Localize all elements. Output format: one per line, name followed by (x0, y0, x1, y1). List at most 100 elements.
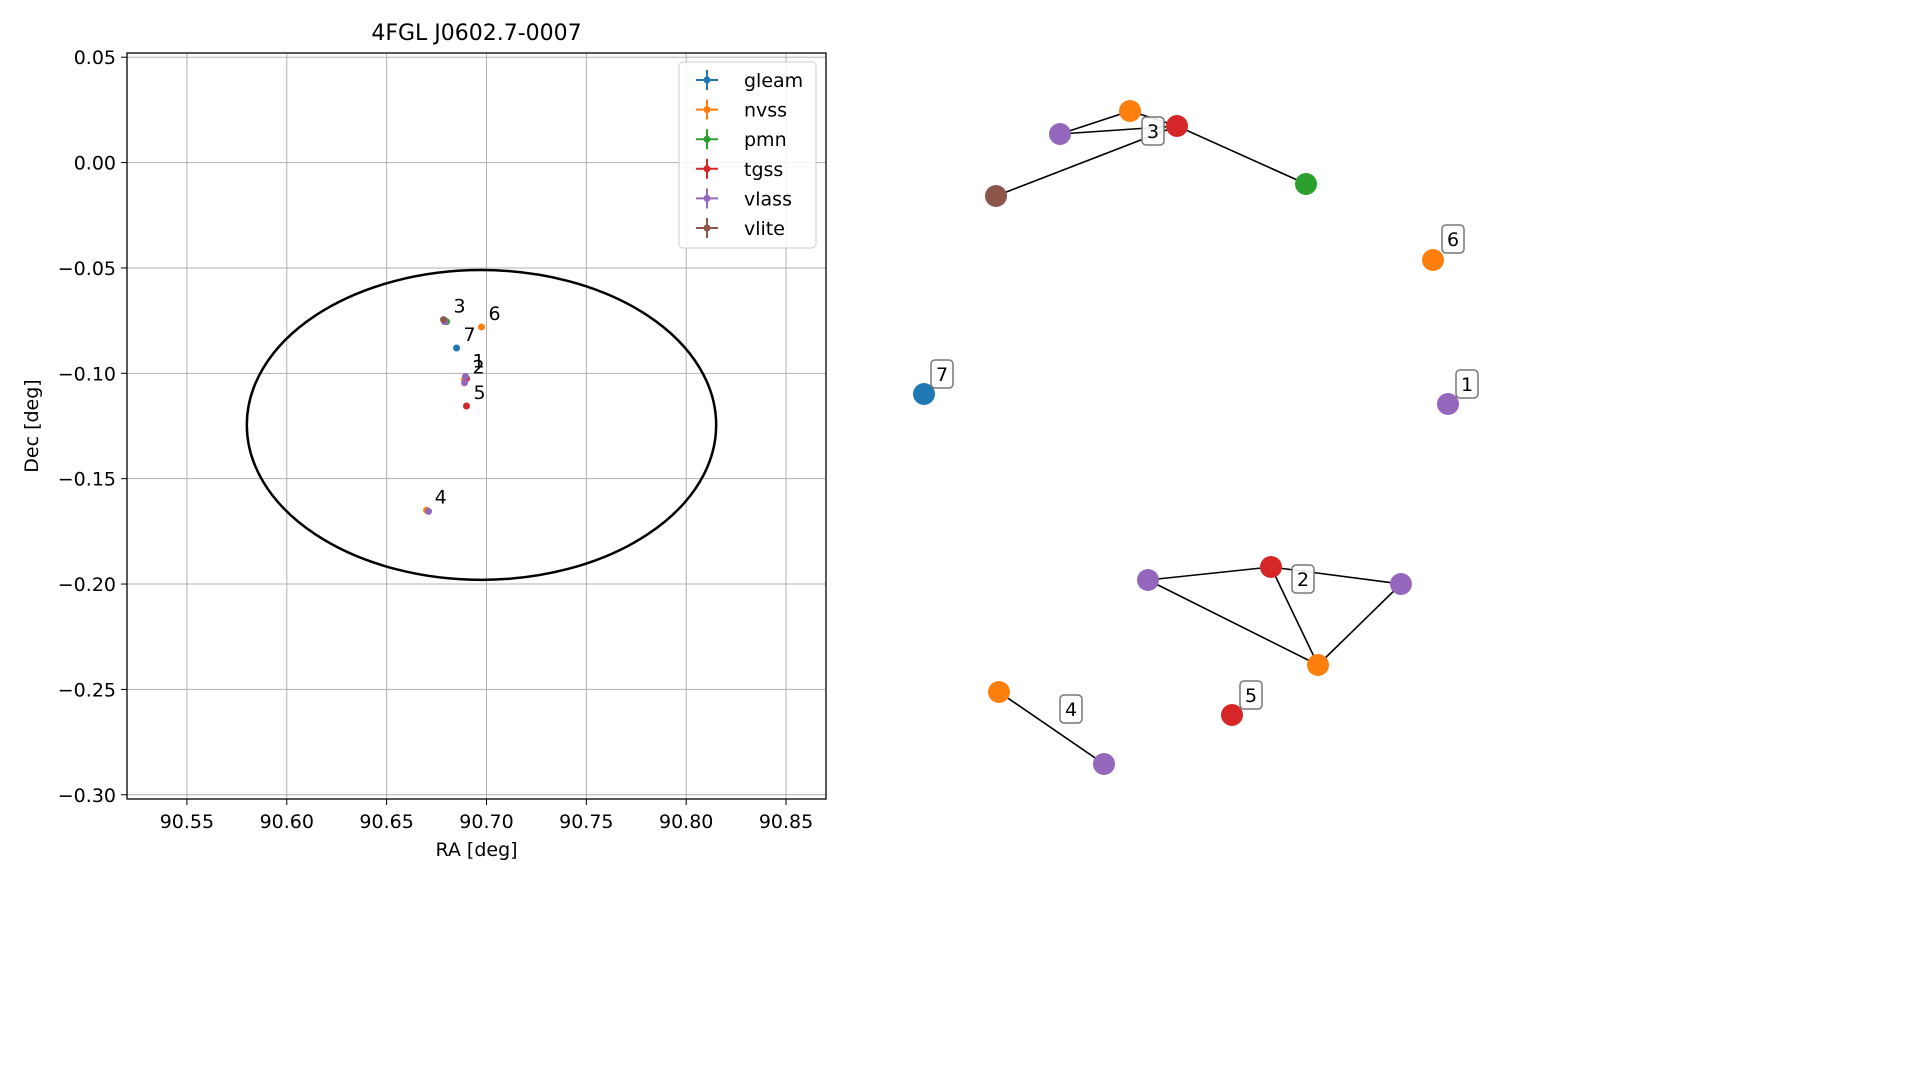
legend-entry-pmn: pmn (696, 129, 787, 151)
graph-label-text: 6 (1447, 229, 1459, 251)
legend-box (678, 61, 817, 249)
graph-node-nvss (988, 681, 1010, 703)
graph-labels: 3 6 7 1 2 5 4 (930, 116, 1479, 724)
legend-marker (703, 106, 711, 114)
x-tick-label: 90.65 (359, 811, 413, 833)
chart-title: 4FGL J0602.7-0007 (371, 21, 581, 46)
legend-marker (703, 135, 711, 143)
point-gleam (453, 344, 461, 352)
graph-label: 5 (1239, 680, 1263, 710)
x-axis-label: RA [deg] (435, 839, 517, 861)
graph-label-text: 3 (1147, 121, 1159, 143)
graph-node-tgss (1260, 556, 1282, 578)
graph-label-box (1141, 116, 1165, 146)
graph-node-vlass (1137, 569, 1159, 591)
legend-marker (703, 76, 711, 84)
legend-label: tgss (744, 159, 783, 181)
graph-label-box (1059, 694, 1083, 724)
graph-edge (1176, 125, 1307, 185)
legend-label: pmn (744, 129, 787, 151)
x-tick-label: 90.70 (459, 811, 513, 833)
legend: gleam nvss pmn tgss vlass vlite (678, 61, 817, 249)
legend-entry-gleam: gleam (696, 70, 803, 92)
graph-edge (1270, 566, 1319, 666)
legend-entry-nvss: nvss (696, 99, 787, 122)
plot-frame (126, 52, 827, 800)
legend-entry-tgss: tgss (696, 158, 783, 181)
graph-node-vlass (1390, 573, 1412, 595)
graph-label: 1 (1455, 369, 1479, 399)
y-tick-label: −0.30 (58, 785, 116, 807)
point-annotation: 7 (464, 324, 476, 346)
graph-nodes (913, 100, 1459, 775)
point-annotation: 2 (473, 357, 485, 379)
graph-node-pmn (1295, 173, 1317, 195)
graph-label-box (1455, 369, 1479, 399)
error-ellipse-layer (245, 268, 718, 582)
graph-label-box (930, 359, 954, 389)
graph-node-vlass (1437, 393, 1459, 415)
point-annotation: 6 (488, 303, 500, 325)
y-tick-label: −0.25 (58, 679, 116, 701)
data-points (423, 316, 485, 515)
point-vlass (425, 507, 433, 515)
graph-edge (1270, 566, 1402, 585)
y-tick-label: −0.20 (58, 574, 116, 596)
y-tick-label: −0.05 (58, 258, 116, 280)
graph-node-nvss (1422, 249, 1444, 271)
y-tick-label: −0.15 (58, 469, 116, 491)
axis-ticks: 90.55 90.60 90.65 90.70 90.75 90.80 90.85 0.05 0… (58, 47, 813, 833)
graph-node-tgss (1221, 704, 1243, 726)
graph-node-tgss (1166, 115, 1188, 137)
legend-entry-vlass: vlass (696, 188, 792, 210)
x-tick-label: 90.60 (260, 811, 314, 833)
association-graph-panel: 3 6 7 1 2 5 4 (913, 100, 1479, 775)
graph-label: 7 (930, 359, 954, 389)
graph-label: 4 (1059, 694, 1083, 724)
graph-label-text: 5 (1245, 685, 1257, 707)
point-vlass (461, 379, 469, 387)
y-tick-label: −0.10 (58, 363, 116, 385)
graph-label: 3 (1141, 116, 1165, 146)
graph-label-text: 4 (1065, 699, 1077, 721)
graph-edge (1147, 566, 1272, 581)
legend-entry-vlite: vlite (696, 218, 785, 240)
graph-node-gleam (913, 383, 935, 405)
legend-label: gleam (744, 70, 803, 92)
legend-label: nvss (744, 100, 787, 122)
graph-node-vlite (985, 185, 1007, 207)
x-tick-label: 90.85 (759, 811, 813, 833)
graph-label-box (1441, 224, 1465, 254)
point-annotation: 4 (435, 486, 447, 508)
graph-node-vlass (1049, 123, 1071, 145)
point-annotation: 3 (454, 296, 466, 318)
graph-label-text: 2 (1297, 569, 1309, 591)
x-tick-label: 90.55 (160, 811, 214, 833)
x-tick-label: 90.75 (559, 811, 613, 833)
legend-marker (703, 194, 711, 202)
point-vlite (440, 316, 448, 324)
graph-edges (995, 110, 1402, 765)
y-axis-label: Dec [deg] (21, 379, 43, 472)
graph-label-text: 7 (936, 364, 948, 386)
legend-label: vlite (744, 218, 785, 240)
graph-edge (1059, 110, 1131, 135)
point-annotation: 1 (473, 350, 485, 372)
graph-edge (998, 691, 1105, 765)
graph-node-vlass (1093, 753, 1115, 775)
point-annotation: 5 (474, 382, 486, 404)
legend-marker (703, 165, 711, 173)
graph-label-box (1291, 564, 1315, 594)
graph-edge (1317, 583, 1402, 666)
point-vlass (462, 372, 470, 380)
graph-edge (1147, 579, 1319, 666)
point-annotations: 3 67 12 5 4 (435, 296, 501, 509)
graph-label: 2 (1291, 564, 1315, 594)
y-tick-label: 0.05 (74, 47, 116, 69)
graph-label: 6 (1441, 224, 1465, 254)
point-nvss (477, 323, 485, 331)
error-ellipse (245, 268, 718, 582)
legend-marker (703, 224, 711, 232)
